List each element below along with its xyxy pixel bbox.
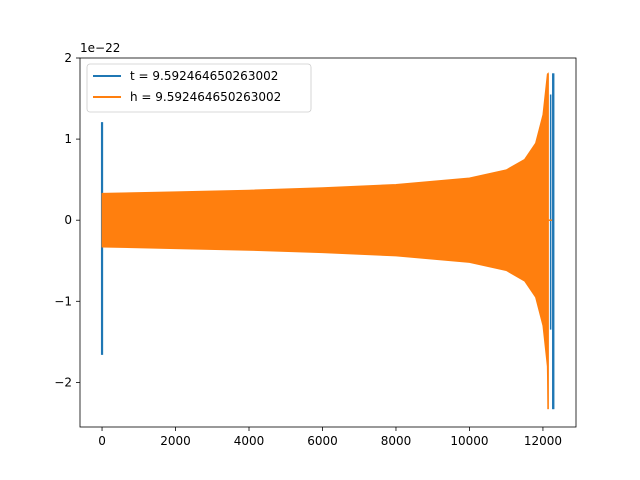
x-tick-label-3: 6000: [307, 434, 338, 448]
plot-frame: [79, 57, 577, 428]
legend: t = 9.592464650263002 h = 9.5924646502630…: [86, 63, 312, 113]
y-tick-label-2: 0: [64, 213, 72, 227]
x-tick-label-0: 0: [98, 434, 106, 448]
legend-label-0: t = 9.592464650263002: [130, 69, 278, 83]
y-tick-label-1: −1: [54, 294, 72, 308]
series-layer: [100, 72, 555, 410]
x-tick-label-6: 12000: [524, 434, 562, 448]
x-tick-label-5: 10000: [450, 434, 488, 448]
y-tick-label-4: 2: [64, 51, 72, 65]
x-tick-label-2: 4000: [234, 434, 265, 448]
x-tick-label-1: 2000: [160, 434, 191, 448]
y-axis: −2 −1 0 1 2: [54, 51, 80, 389]
legend-label-1: h = 9.592464650263002: [130, 90, 281, 104]
x-tick-label-4: 8000: [381, 434, 412, 448]
legend-box: [86, 63, 312, 113]
y-tick-label-3: 1: [64, 132, 72, 146]
y-tick-label-0: −2: [54, 375, 72, 389]
y-axis-offset-label: 1e−22: [80, 41, 120, 55]
x-axis: 0 2000 4000 6000 8000 10000 12000: [98, 427, 562, 448]
